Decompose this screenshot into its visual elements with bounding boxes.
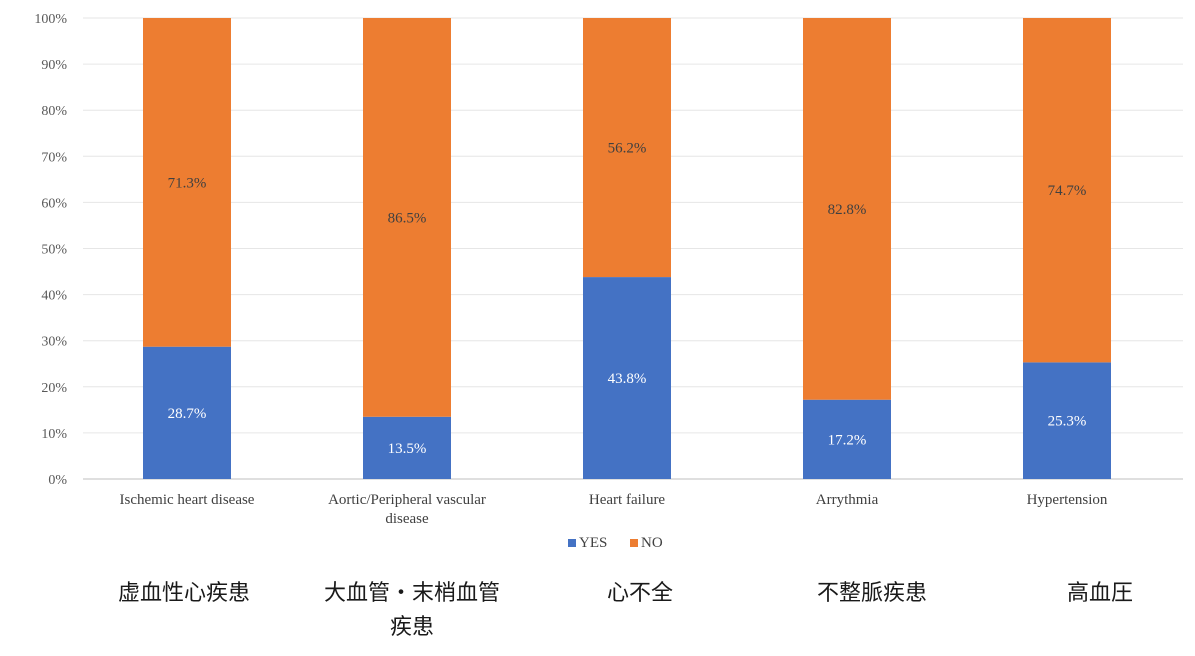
bar-yes xyxy=(803,399,891,479)
data-label-yes: 17.2% xyxy=(828,432,867,448)
data-label-no: 74.7% xyxy=(1048,183,1087,199)
bar-yes xyxy=(583,277,671,479)
data-label-no: 56.2% xyxy=(608,141,647,157)
x-axis-categories: Ischemic heart disease Aortic/Peripheral … xyxy=(120,492,1108,527)
x-category-label: Aortic/Peripheral vascular disease xyxy=(328,492,486,527)
legend-label-yes: YES xyxy=(579,535,607,551)
x-category-label: Arrythmia xyxy=(816,492,879,508)
japanese-label: 大血管・末梢血管 疾患 xyxy=(323,581,500,640)
bar-no xyxy=(363,18,451,417)
y-tick-label: 30% xyxy=(41,335,67,350)
bars xyxy=(143,18,1111,479)
data-label-no: 86.5% xyxy=(388,210,427,226)
y-tick-label: 50% xyxy=(41,243,67,258)
bar-yes xyxy=(363,416,451,479)
bar-no xyxy=(803,18,891,400)
y-axis-ticks: 0% 10% 20% 30% 40% 50% 60% 70% 80% 90% 100% xyxy=(34,12,67,488)
data-label-yes: 13.5% xyxy=(388,441,427,457)
bar-yes xyxy=(143,346,231,479)
y-tick-label: 40% xyxy=(41,289,67,304)
legend-swatch-no xyxy=(630,539,638,547)
y-tick-label: 20% xyxy=(41,381,67,396)
japanese-label: 高血圧 xyxy=(1066,581,1133,606)
data-label-yes: 43.8% xyxy=(608,371,647,387)
bar-yes xyxy=(1023,362,1111,479)
data-label-yes: 28.7% xyxy=(168,406,207,422)
x-category-label: Heart failure xyxy=(589,492,666,508)
stacked-bar-chart: 0% 10% 20% 30% 40% 50% 60% 70% 80% 90% 100% 28.7% 7… xyxy=(34,12,1183,551)
data-label-no: 82.8% xyxy=(828,202,867,218)
data-label-no: 71.3% xyxy=(168,175,207,191)
y-tick-label: 80% xyxy=(41,104,67,119)
y-tick-label: 10% xyxy=(41,427,67,442)
x-category-label: Ischemic heart disease xyxy=(120,492,255,508)
y-tick-label: 70% xyxy=(41,150,67,165)
data-label-yes: 25.3% xyxy=(1048,414,1087,430)
bar-labels: 28.7% 71.3% 13.5% 86.5% 43.8% 56.2% 17.2% 82.8%… xyxy=(168,141,1087,457)
y-tick-label: 60% xyxy=(41,196,67,211)
bar-no xyxy=(143,18,231,347)
japanese-label: 虚血性心疾患 xyxy=(117,581,250,606)
x-category-label: Hypertension xyxy=(1027,492,1108,508)
japanese-label: 心不全 xyxy=(606,581,673,606)
bar-no xyxy=(583,18,671,278)
legend-label-no: NO xyxy=(641,535,663,551)
y-tick-label: 0% xyxy=(48,473,67,488)
japanese-label: 不整脈疾患 xyxy=(816,581,927,606)
bar-no xyxy=(1023,18,1111,363)
legend: YES NO xyxy=(568,535,663,551)
y-tick-label: 100% xyxy=(34,12,67,27)
legend-swatch-yes xyxy=(568,539,576,547)
y-tick-label: 90% xyxy=(41,58,67,73)
